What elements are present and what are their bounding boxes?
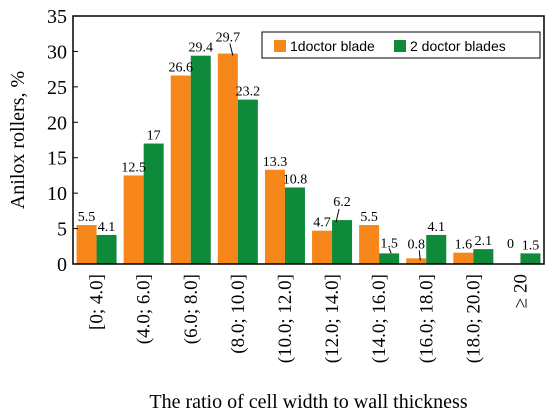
plot-frame bbox=[72, 15, 545, 265]
legend-swatch bbox=[394, 40, 406, 52]
data-label: 29.4 bbox=[189, 41, 214, 56]
x-tick-label: (6.0; 8.0] bbox=[181, 274, 202, 344]
data-label: 26.6 bbox=[169, 61, 194, 76]
x-tick-label: (10.0; 12.0] bbox=[275, 274, 296, 363]
bar-one-doctor-blade bbox=[170, 75, 191, 265]
legend-label: 1doctor blade bbox=[290, 38, 375, 54]
bar-one-doctor-blade bbox=[359, 225, 380, 264]
bar-one-doctor-blade bbox=[123, 175, 144, 264]
x-tick-label: (16.0; 18.0] bbox=[416, 274, 437, 363]
x-tick-label: (14.0; 16.0] bbox=[369, 274, 390, 363]
data-labels-group: 5.5 12.5 26.6 29.7 13.3 4.7 5.5 0.8 1.6 0 4.1 17 29.… bbox=[78, 31, 539, 254]
bar-two-doctor-blades bbox=[379, 253, 400, 264]
y-axis-label: Anilox rollers, % bbox=[7, 71, 29, 209]
leader-lines-group bbox=[229, 43, 421, 261]
bar-two-doctor-blades bbox=[284, 187, 305, 264]
data-label: 1.5 bbox=[522, 238, 540, 253]
bar-one-doctor-blade bbox=[76, 225, 97, 264]
bar-one-doctor-blade bbox=[406, 258, 427, 264]
y-tick-label: 30 bbox=[47, 41, 67, 63]
data-label: 5.5 bbox=[360, 210, 378, 225]
bar-one-doctor-blade bbox=[453, 252, 474, 264]
y-tick-label: 20 bbox=[47, 112, 67, 134]
bar-two-doctor-blades bbox=[143, 143, 164, 264]
data-label: 4.1 bbox=[98, 220, 116, 235]
y-tick-label: 25 bbox=[47, 77, 67, 99]
y-tick-label: 15 bbox=[47, 148, 67, 170]
data-label: 12.5 bbox=[121, 160, 146, 175]
data-label: 17 bbox=[147, 129, 161, 144]
data-label: 4.1 bbox=[428, 220, 446, 235]
leader-line bbox=[388, 248, 392, 254]
x-tick-label: ≥ 20 bbox=[510, 274, 531, 308]
y-axis-ticks-group: 0 5 10 15 20 25 30 35 bbox=[47, 6, 78, 276]
data-label: 0.8 bbox=[408, 237, 426, 252]
data-label: 23.2 bbox=[236, 85, 261, 100]
data-label: 4.7 bbox=[313, 216, 331, 231]
bars-group bbox=[76, 53, 541, 265]
bar-two-doctor-blades bbox=[426, 234, 447, 264]
bar-one-doctor-blade bbox=[312, 230, 333, 264]
legend-swatch bbox=[274, 40, 286, 52]
data-label: 0 bbox=[507, 237, 514, 252]
bar-two-doctor-blades bbox=[237, 99, 258, 265]
y-tick-label: 10 bbox=[47, 183, 67, 205]
data-label: 1.5 bbox=[380, 236, 398, 251]
x-axis-label: The ratio of cell width to wall thicknes… bbox=[149, 391, 467, 413]
x-axis-ticks-group: [0; 4.0] (4.0; 6.0] (6.0; 8.0] (8.0; 10.0] (… bbox=[87, 274, 532, 363]
y-tick-label: 5 bbox=[57, 219, 67, 241]
x-tick-label: [0; 4.0] bbox=[87, 274, 108, 330]
data-label: 5.5 bbox=[78, 210, 96, 225]
legend-label: 2 doctor blades bbox=[410, 38, 506, 54]
x-tick-label: (8.0; 10.0] bbox=[228, 274, 249, 354]
leader-line bbox=[418, 250, 421, 261]
bar-one-doctor-blade bbox=[264, 169, 285, 264]
data-label: 6.2 bbox=[333, 195, 351, 210]
x-tick-label: (18.0; 20.0] bbox=[463, 274, 484, 363]
x-tick-label: (4.0; 6.0] bbox=[134, 274, 155, 344]
data-label: 13.3 bbox=[263, 155, 288, 170]
bar-two-doctor-blades bbox=[473, 249, 494, 264]
leader-line bbox=[229, 43, 234, 56]
data-label: 29.7 bbox=[216, 31, 241, 46]
data-label: 10.8 bbox=[283, 172, 308, 187]
y-tick-label: 35 bbox=[47, 6, 67, 28]
leader-line bbox=[335, 208, 340, 223]
x-tick-label: (12.0; 14.0] bbox=[322, 274, 343, 363]
bar-two-doctor-blades bbox=[190, 55, 211, 265]
data-label: 2.1 bbox=[475, 234, 493, 249]
bar-two-doctor-blades bbox=[520, 253, 541, 264]
bar-two-doctor-blades bbox=[332, 220, 353, 264]
bar-two-doctor-blades bbox=[96, 234, 117, 264]
bar-one-doctor-blade bbox=[217, 53, 238, 264]
data-label: 1.6 bbox=[455, 238, 473, 253]
legend: 1doctor blade 2 doctor blades bbox=[261, 31, 541, 59]
y-tick-label: 0 bbox=[57, 254, 67, 276]
